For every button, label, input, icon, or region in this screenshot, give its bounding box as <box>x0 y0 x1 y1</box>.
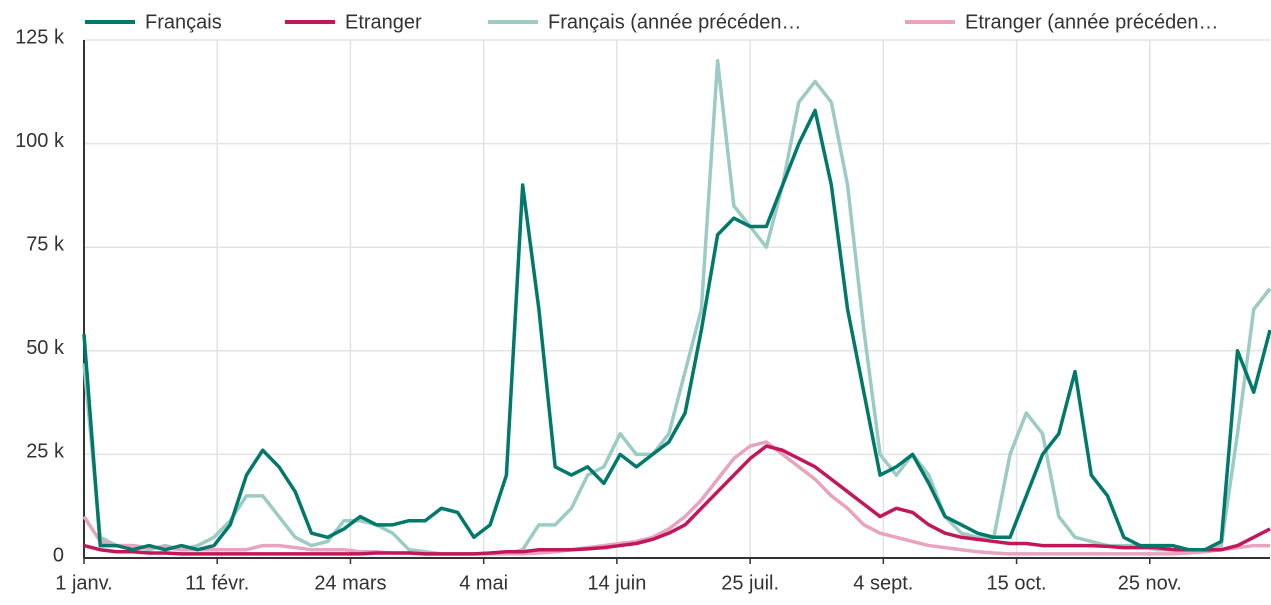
x-tick-label: 25 juil. <box>721 572 779 594</box>
x-tick-label: 25 nov. <box>1118 572 1182 594</box>
y-tick-label: 25 k <box>26 441 65 463</box>
legend-label: Etranger (année précéden… <box>965 11 1219 33</box>
x-tick-label: 1 janv. <box>55 572 112 594</box>
y-tick-label: 0 <box>53 544 64 566</box>
series-line <box>83 444 1271 556</box>
x-tick-label: 24 mars <box>314 572 386 594</box>
x-tick-label: 15 oct. <box>987 572 1047 594</box>
series-line <box>82 58 1271 556</box>
y-tick-label: 100 k <box>15 130 65 152</box>
y-tick-label: 125 k <box>15 26 65 48</box>
x-tick-label: 4 sept. <box>853 572 913 594</box>
series-line <box>82 108 1271 552</box>
x-tick-label: 14 juin <box>587 572 646 594</box>
x-tick-label: 11 févr. <box>185 572 249 594</box>
series-line <box>82 440 1270 556</box>
y-tick-label: 75 k <box>26 233 65 255</box>
y-tick-label: 50 k <box>26 337 65 359</box>
legend-label: Français (année précéden… <box>548 11 801 33</box>
legend-label: Etranger <box>345 11 422 33</box>
legend-label: Français <box>145 11 222 33</box>
x-tick-label: 4 mai <box>459 572 508 594</box>
